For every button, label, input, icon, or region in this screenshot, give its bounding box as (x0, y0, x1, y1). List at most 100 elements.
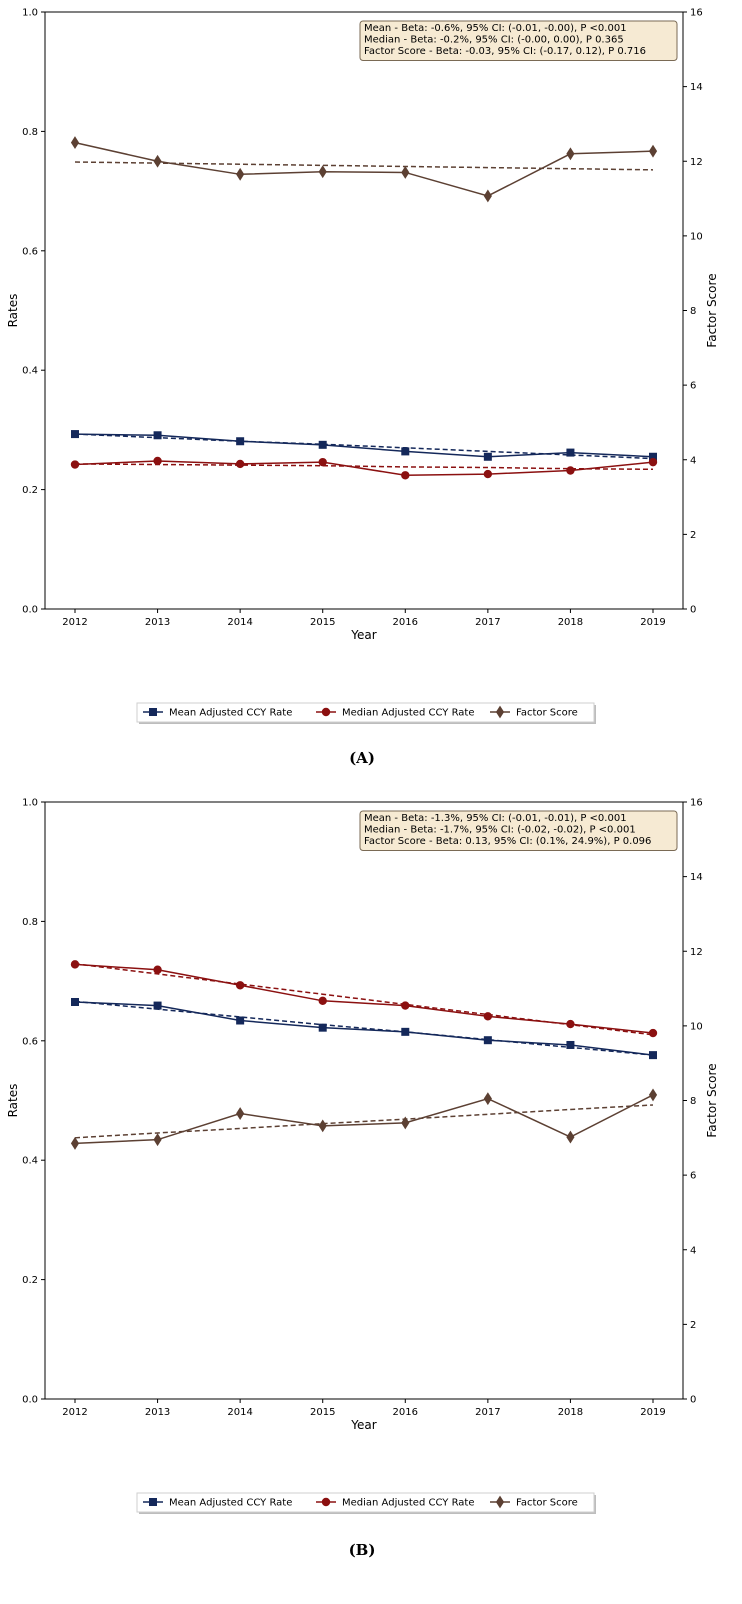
x-tick-label: 2019 (640, 1407, 665, 1418)
data-point (70, 460, 80, 469)
y2-tick-label: 12 (690, 157, 703, 168)
y-tick-label: 0.4 (22, 366, 38, 377)
y-tick-label: 0.6 (22, 1036, 38, 1047)
data-point (71, 997, 79, 1006)
data-point (70, 136, 80, 150)
stats-annotation: Mean - Beta: -1.3%, 95% CI: (-0.01, -0.0… (359, 810, 678, 851)
annotation-box (359, 20, 678, 61)
data-point (566, 1130, 575, 1144)
y2-tick-label: 16 (690, 8, 703, 19)
data-point (318, 457, 327, 467)
data-point (649, 1051, 657, 1060)
y-axis-title: Rates (6, 294, 20, 328)
data-point (648, 1088, 658, 1102)
y2-tick-label: 6 (690, 381, 696, 392)
data-point (483, 452, 492, 461)
y2-tick-label: 0 (690, 1395, 696, 1406)
panel-label: (A) (349, 749, 375, 767)
data-point (235, 981, 245, 990)
panel-label: (B) (349, 1541, 376, 1559)
data-point (483, 1036, 492, 1045)
y2-tick-label: 12 (690, 947, 703, 958)
y-tick-label: 0.2 (22, 485, 38, 496)
data-point (648, 1028, 658, 1038)
y2-tick-label: 2 (690, 1320, 696, 1331)
data-point (566, 448, 575, 457)
y2-tick-label: 6 (690, 1171, 696, 1182)
trend-line (74, 161, 654, 171)
legend-label: Factor Score (516, 708, 578, 719)
x-tick-label: 2017 (475, 617, 500, 628)
data-point (70, 960, 80, 969)
x-tick-label: 2018 (558, 1407, 583, 1418)
x-tick-label: 2016 (393, 617, 418, 628)
legend-marker (495, 705, 505, 719)
y2-tick-label: 0 (690, 605, 696, 616)
legend-label: Factor Score (516, 1498, 578, 1509)
y-axis-title: Rates (6, 1084, 20, 1118)
annotation-line: Mean - Beta: -0.6%, 95% CI: (-0.01, -0.0… (364, 23, 627, 34)
y2-axis-title: Factor Score (705, 273, 719, 347)
x-tick-label: 2018 (558, 617, 583, 628)
stats-annotation: Mean - Beta: -0.6%, 95% CI: (-0.01, -0.0… (359, 20, 678, 61)
data-point (153, 1133, 162, 1147)
data-point (566, 147, 575, 161)
y-tick-label: 0.2 (22, 1275, 38, 1286)
plot-frame (44, 11, 684, 610)
data-point (566, 1019, 575, 1029)
trend-line (74, 463, 654, 471)
x-tick-label: 2013 (145, 617, 170, 628)
annotation-line: Factor Score - Beta: -0.03, 95% CI: (-0.… (364, 46, 646, 57)
legend-label: Mean Adjusted CCY Rate (169, 708, 292, 719)
data-point (566, 1040, 575, 1049)
legend-label: Median Adjusted CCY Rate (342, 1498, 475, 1509)
annotation-line: Median - Beta: -0.2%, 95% CI: (-0.00, 0.… (364, 35, 624, 46)
x-tick-label: 2015 (310, 1407, 335, 1418)
data-point (483, 469, 493, 479)
y-tick-label: 0.0 (22, 1395, 38, 1406)
data-point (401, 1027, 410, 1036)
data-point (153, 456, 162, 466)
data-point (483, 1092, 492, 1106)
data-point (566, 466, 575, 475)
series-line (74, 1094, 654, 1145)
y2-tick-label: 8 (690, 306, 696, 317)
x-tick-label: 2019 (640, 617, 665, 628)
legend-marker (321, 707, 331, 717)
x-tick-label: 2015 (310, 617, 335, 628)
chart-panel-a: 2012 2013 2014 2015 2016 2017 2018 20190.00.20.… (6, 8, 719, 768)
x-tick-label: 2017 (475, 1407, 500, 1418)
series-line (74, 141, 654, 197)
data-point (153, 154, 162, 168)
plot-frame (44, 801, 684, 1400)
legend-label: Median Adjusted CCY Rate (342, 708, 475, 719)
y-tick-label: 0.4 (22, 1156, 38, 1167)
series-line (74, 433, 654, 458)
y-tick-label: 0.8 (22, 127, 38, 138)
y2-axis-title: Factor Score (705, 1063, 719, 1137)
data-point (318, 440, 327, 449)
y-tick-label: 1.0 (22, 8, 38, 19)
data-point (153, 965, 162, 974)
data-point (70, 1136, 80, 1150)
x-tick-label: 2014 (227, 1407, 252, 1418)
x-tick-label: 2014 (227, 617, 252, 628)
data-point (401, 1116, 410, 1130)
legend-marker (321, 1497, 331, 1507)
y-tick-label: 0.0 (22, 605, 38, 616)
x-tick-label: 2012 (62, 1407, 87, 1418)
legend-box (136, 702, 595, 723)
data-point (648, 144, 658, 158)
data-point (236, 1016, 245, 1025)
data-point (401, 471, 410, 480)
data-point (318, 1119, 327, 1133)
chart-panel-b: 2012 2013 2014 2015 2016 2017 2018 20190.00.20.… (6, 798, 719, 1560)
x-tick-label: 2016 (393, 1407, 418, 1418)
series-line (74, 963, 654, 1034)
annotation-line: Median - Beta: -1.7%, 95% CI: (-0.02, -0… (364, 825, 636, 836)
legend-marker (149, 708, 157, 716)
y2-tick-label: 14 (690, 872, 703, 883)
x-axis-title: Year (350, 1418, 376, 1432)
y2-tick-label: 4 (690, 455, 696, 466)
